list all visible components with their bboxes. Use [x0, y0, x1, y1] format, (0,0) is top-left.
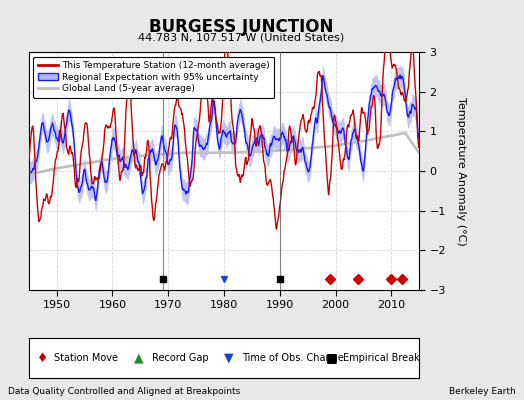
Text: Station Move: Station Move	[54, 353, 118, 363]
Text: Time of Obs. Change: Time of Obs. Change	[242, 353, 343, 363]
Text: Berkeley Earth: Berkeley Earth	[450, 387, 516, 396]
Text: ▼: ▼	[224, 352, 234, 364]
Text: Data Quality Controlled and Aligned at Breakpoints: Data Quality Controlled and Aligned at B…	[8, 387, 240, 396]
Text: Record Gap: Record Gap	[152, 353, 209, 363]
Text: BURGESS JUNCTION: BURGESS JUNCTION	[149, 18, 333, 36]
Legend: This Temperature Station (12-month average), Regional Expectation with 95% uncer: This Temperature Station (12-month avera…	[34, 56, 275, 98]
Text: ♦: ♦	[37, 352, 48, 364]
Y-axis label: Temperature Anomaly (°C): Temperature Anomaly (°C)	[455, 97, 465, 245]
Text: Empirical Break: Empirical Break	[343, 353, 420, 363]
Text: ■: ■	[325, 352, 337, 364]
Text: ▲: ▲	[134, 352, 144, 364]
Text: 44.783 N, 107.517 W (United States): 44.783 N, 107.517 W (United States)	[138, 32, 344, 42]
